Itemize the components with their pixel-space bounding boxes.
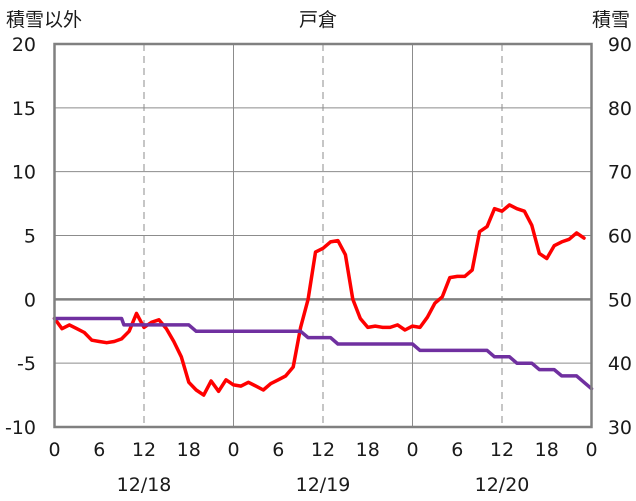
right-tick-label: 30	[608, 417, 632, 439]
left-tick-label: 5	[24, 226, 36, 248]
x-tick-label: 6	[93, 439, 105, 461]
plot-frame	[53, 42, 593, 429]
x-tick-label: 12	[132, 439, 156, 461]
date-label: 12/18	[117, 474, 172, 496]
right-tick-label: 60	[608, 226, 632, 248]
right-tick-label: 70	[608, 162, 632, 184]
right-tick-label: 90	[608, 34, 632, 56]
x-tick-label: 12	[490, 439, 514, 461]
left-tick-label: -10	[5, 417, 36, 439]
x-tick-label: 0	[227, 439, 239, 461]
right-tick-label: 80	[608, 98, 632, 120]
date-label: 12/19	[296, 474, 351, 496]
series-layer	[52, 203, 594, 397]
x-tick-label: 0	[406, 439, 418, 461]
left-tick-label: 15	[12, 98, 36, 120]
right-axis-label: 積雪	[592, 9, 630, 31]
x-tick-label: 12	[311, 439, 335, 461]
right-tick-label: 50	[608, 289, 632, 311]
right-tick-label: 40	[608, 353, 632, 375]
x-tick-label: 6	[272, 439, 284, 461]
left-tick-label: 0	[24, 289, 36, 311]
chart-title: 戸倉	[299, 9, 337, 31]
left-tick-label: -5	[17, 353, 36, 375]
snow-depth-line	[52, 316, 594, 391]
x-tick-label: 0	[48, 439, 60, 461]
x-tick-label: 6	[451, 439, 463, 461]
left-tick-label: 10	[12, 162, 36, 184]
grid-lines	[54, 43, 592, 428]
x-tick-label: 18	[356, 439, 380, 461]
x-tick-label: 18	[535, 439, 559, 461]
x-tick-label: 0	[585, 439, 597, 461]
x-tick-label: 18	[177, 439, 201, 461]
left-tick-label: 20	[12, 34, 36, 56]
left-axis-label: 積雪以外	[6, 9, 82, 31]
date-label: 12/20	[475, 474, 530, 496]
